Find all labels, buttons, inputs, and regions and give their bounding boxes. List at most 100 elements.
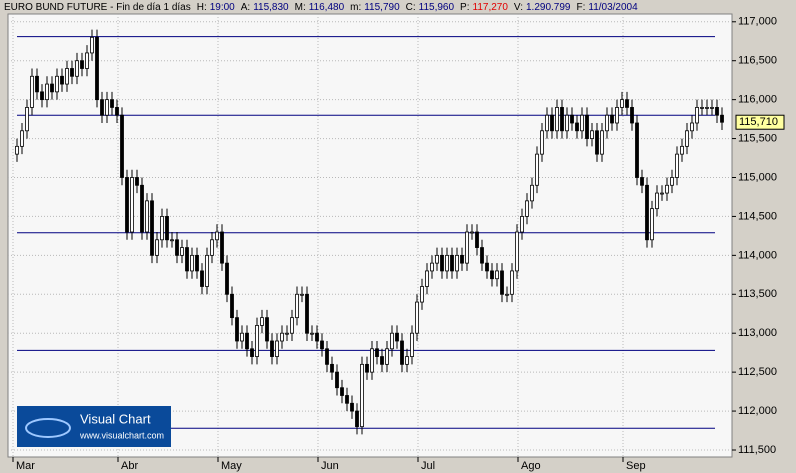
candle-body	[585, 114, 589, 139]
candle-body	[30, 75, 34, 108]
candle-body	[80, 60, 84, 69]
candle-body	[240, 332, 244, 342]
candle-body	[535, 153, 539, 186]
candle-body	[350, 402, 354, 412]
last-price-box	[735, 114, 785, 130]
candle-body	[95, 36, 99, 101]
candle-body	[630, 107, 634, 124]
candle-body	[450, 254, 454, 272]
candle-body	[160, 216, 164, 241]
candle-body	[125, 177, 129, 233]
candle-body	[665, 184, 669, 194]
candle-body	[490, 270, 494, 280]
candle-body	[695, 107, 699, 124]
candle-body	[245, 332, 249, 350]
candle-body	[540, 130, 544, 155]
header: EURO BUND FUTURE - Fin de día 1 días H: 19…	[4, 2, 638, 13]
candle-body	[475, 231, 479, 248]
candle-body	[250, 348, 254, 357]
candle-body	[255, 325, 259, 357]
candle-body	[530, 184, 534, 202]
header-value: 116,480	[309, 2, 345, 13]
candle-body	[320, 340, 324, 350]
candle-body	[265, 317, 269, 342]
candle-body	[685, 130, 689, 147]
candle-body	[625, 99, 629, 108]
candle-body	[315, 332, 319, 342]
candle-body	[675, 153, 679, 178]
header-label: m:	[350, 2, 361, 13]
y-tick-label: 112,500	[738, 366, 777, 378]
candle-body	[120, 114, 124, 178]
candles	[15, 29, 724, 435]
y-tick-label: 117,000	[738, 16, 777, 28]
candle-body	[170, 239, 174, 242]
candle-body	[565, 114, 569, 132]
x-tick-label: Abr	[121, 460, 138, 472]
header-label: F:	[576, 2, 585, 13]
candle-body	[445, 254, 449, 272]
candle-body	[430, 262, 434, 272]
candle-body	[505, 293, 509, 296]
candle-body	[600, 130, 604, 155]
candle-body	[510, 270, 514, 295]
candle-body	[385, 348, 389, 365]
candle-body	[115, 107, 119, 116]
candle-body	[420, 286, 424, 303]
candle-body	[340, 387, 344, 396]
x-tick-label: Sep	[626, 460, 646, 472]
candle-body	[50, 83, 54, 93]
x-tick-label: May	[221, 460, 242, 472]
candle-body	[640, 177, 644, 186]
candle-body	[395, 332, 399, 342]
candle-body	[645, 184, 649, 241]
candle-body	[590, 130, 594, 139]
candle-body	[680, 145, 684, 155]
candle-body	[705, 107, 709, 109]
plot-area	[7, 13, 733, 458]
logo-icon	[25, 418, 71, 438]
candle-body	[485, 262, 489, 272]
candle-body	[355, 410, 359, 428]
candle-body	[280, 332, 284, 342]
y-tick-label: 115,500	[738, 132, 777, 144]
header-value: 115,960	[419, 2, 455, 13]
last-price-label: 115,710	[739, 116, 778, 128]
candle-body	[455, 254, 459, 272]
candle-body	[700, 107, 704, 109]
y-tick-label: 112,000	[738, 405, 777, 417]
candle-body	[560, 107, 564, 132]
header-value: 117,270	[473, 2, 509, 13]
candle-body	[195, 254, 199, 272]
candle-body	[150, 200, 154, 256]
candle-body	[135, 177, 139, 186]
candle-body	[155, 239, 159, 256]
candle-body	[230, 293, 234, 319]
header-label: M:	[295, 2, 306, 13]
candle-body	[210, 239, 214, 256]
candle-body	[405, 356, 409, 365]
candle-body	[35, 75, 39, 93]
candle-body	[330, 363, 334, 373]
candle-body	[595, 130, 599, 155]
candle-body	[305, 293, 309, 334]
candle-body	[635, 122, 639, 178]
candle-body	[130, 177, 134, 233]
candle-body	[670, 177, 674, 186]
candle-body	[615, 107, 619, 124]
candle-body	[295, 293, 299, 319]
candle-body	[110, 99, 114, 108]
candle-body	[285, 332, 289, 335]
candle-body	[470, 231, 474, 234]
candle-body	[545, 114, 549, 132]
candle-body	[500, 270, 504, 295]
candle-body	[40, 91, 44, 101]
header-value: 1.290.799	[526, 2, 571, 13]
candle-body	[575, 122, 579, 132]
header-label: P:	[460, 2, 469, 13]
y-tick-label: 116,500	[738, 55, 777, 67]
candle-body	[400, 340, 404, 365]
y-tick-label: 114,500	[738, 210, 777, 222]
candle-body	[260, 317, 264, 326]
